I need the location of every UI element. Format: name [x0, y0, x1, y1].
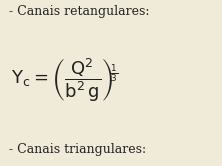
- Text: - Canais retangulares:: - Canais retangulares:: [9, 5, 149, 18]
- Text: $\mathrm{Y_c} = \left(\dfrac{\mathrm{Q}^2}{\mathrm{b}^2\,\mathrm{g}}\right)^{\!\: $\mathrm{Y_c} = \left(\dfrac{\mathrm{Q}^…: [11, 56, 118, 104]
- Text: - Canais triangulares:: - Canais triangulares:: [9, 143, 146, 156]
